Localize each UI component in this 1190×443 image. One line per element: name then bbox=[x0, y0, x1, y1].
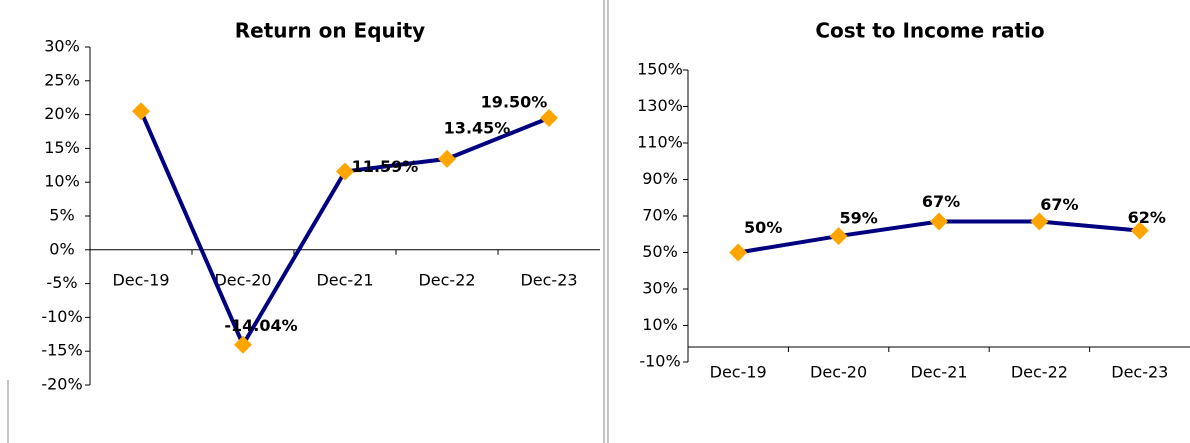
y-tick-label: 70% bbox=[642, 206, 678, 225]
data-label: 59% bbox=[839, 209, 877, 228]
x-tick-label: Dec-22 bbox=[418, 270, 475, 289]
y-tick-label: -10% bbox=[639, 352, 680, 371]
y-tick-label: 90% bbox=[642, 169, 678, 188]
marker bbox=[1130, 221, 1149, 240]
x-tick-label: Dec-20 bbox=[214, 270, 271, 289]
marker bbox=[234, 335, 252, 354]
y-tick-label: -5% bbox=[46, 273, 77, 292]
data-label: -14.04% bbox=[224, 316, 297, 335]
y-tick-label: 20% bbox=[44, 104, 80, 123]
x-tick-label: Dec-23 bbox=[520, 270, 577, 289]
x-tick-label: Dec-20 bbox=[810, 363, 867, 382]
marker bbox=[930, 212, 948, 231]
line bbox=[139, 110, 550, 350]
y-tick-label: 0% bbox=[49, 239, 74, 258]
data-label: 11.59% bbox=[352, 157, 419, 176]
chart-title: Return on Equity bbox=[235, 19, 425, 43]
y-tick-label: 25% bbox=[44, 70, 80, 89]
marker bbox=[438, 149, 456, 168]
y-tick-label: -10% bbox=[41, 307, 82, 326]
x-tick-label: Dec-19 bbox=[112, 270, 169, 289]
y-tick-label: 50% bbox=[642, 242, 678, 261]
x-tick-label: Dec-21 bbox=[910, 363, 967, 382]
y-tick-label: 30% bbox=[642, 279, 678, 298]
x-tick-label: Dec-21 bbox=[316, 270, 373, 289]
marker bbox=[132, 102, 150, 121]
y-tick-label: 30% bbox=[44, 37, 80, 56]
marker bbox=[729, 243, 748, 262]
x-tick-label: Dec-22 bbox=[1011, 363, 1068, 382]
data-label: 50% bbox=[744, 218, 782, 237]
y-tick-label: 15% bbox=[44, 138, 80, 157]
data-label: 67% bbox=[1040, 195, 1078, 214]
y-tick-label: 5% bbox=[49, 206, 74, 225]
y-tick-label: -20% bbox=[41, 375, 82, 394]
chart-title: Cost to Income ratio bbox=[815, 19, 1044, 43]
marker bbox=[829, 227, 848, 246]
y-tick-label: 130% bbox=[637, 96, 683, 115]
data-label: 13.45% bbox=[444, 118, 511, 137]
y-tick-label: -15% bbox=[41, 341, 82, 360]
y-tick-label: 10% bbox=[44, 172, 80, 191]
data-label: 62% bbox=[1128, 208, 1166, 227]
y-tick-label: 10% bbox=[642, 315, 678, 334]
x-tick-label: Dec-23 bbox=[1111, 363, 1168, 382]
marker bbox=[336, 162, 354, 181]
data-label: 19.50% bbox=[481, 92, 548, 111]
y-tick-label: 110% bbox=[637, 133, 683, 152]
data-label: 67% bbox=[922, 192, 960, 211]
x-tick-label: Dec-19 bbox=[710, 363, 767, 382]
marker bbox=[540, 108, 558, 127]
y-tick-label: 150% bbox=[637, 60, 683, 79]
marker bbox=[1030, 212, 1049, 231]
